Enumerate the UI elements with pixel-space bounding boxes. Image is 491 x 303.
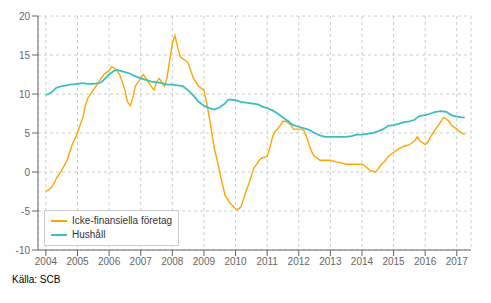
svg-text:2010: 2010 — [224, 256, 247, 267]
svg-text:2015: 2015 — [382, 256, 405, 267]
svg-text:0: 0 — [24, 167, 30, 178]
svg-text:2014: 2014 — [351, 256, 374, 267]
svg-text:2013: 2013 — [319, 256, 342, 267]
svg-text:20: 20 — [19, 11, 31, 22]
svg-text:2006: 2006 — [98, 256, 121, 267]
svg-text:2008: 2008 — [161, 256, 184, 267]
html-text:Källa: SCB: Källa: SCB — [12, 274, 61, 285]
html-text:Icke-finansiella företag: Icke-finansiella företag — [72, 215, 173, 226]
svg-text:2017: 2017 — [446, 256, 469, 267]
svg-text:2012: 2012 — [288, 256, 311, 267]
svg-text:2007: 2007 — [130, 256, 153, 267]
svg-text:2005: 2005 — [66, 256, 89, 267]
svg-text:5: 5 — [24, 128, 30, 139]
svg-text:15: 15 — [19, 50, 31, 61]
svg-text:2004: 2004 — [35, 256, 58, 267]
svg-text:10: 10 — [19, 89, 31, 100]
svg-text:2016: 2016 — [414, 256, 437, 267]
svg-text:-10: -10 — [16, 245, 31, 256]
svg-text:2009: 2009 — [193, 256, 216, 267]
html-text:Hushåll: Hushåll — [72, 229, 106, 240]
svg-text:-5: -5 — [21, 206, 30, 217]
svg-text:2011: 2011 — [256, 256, 278, 267]
